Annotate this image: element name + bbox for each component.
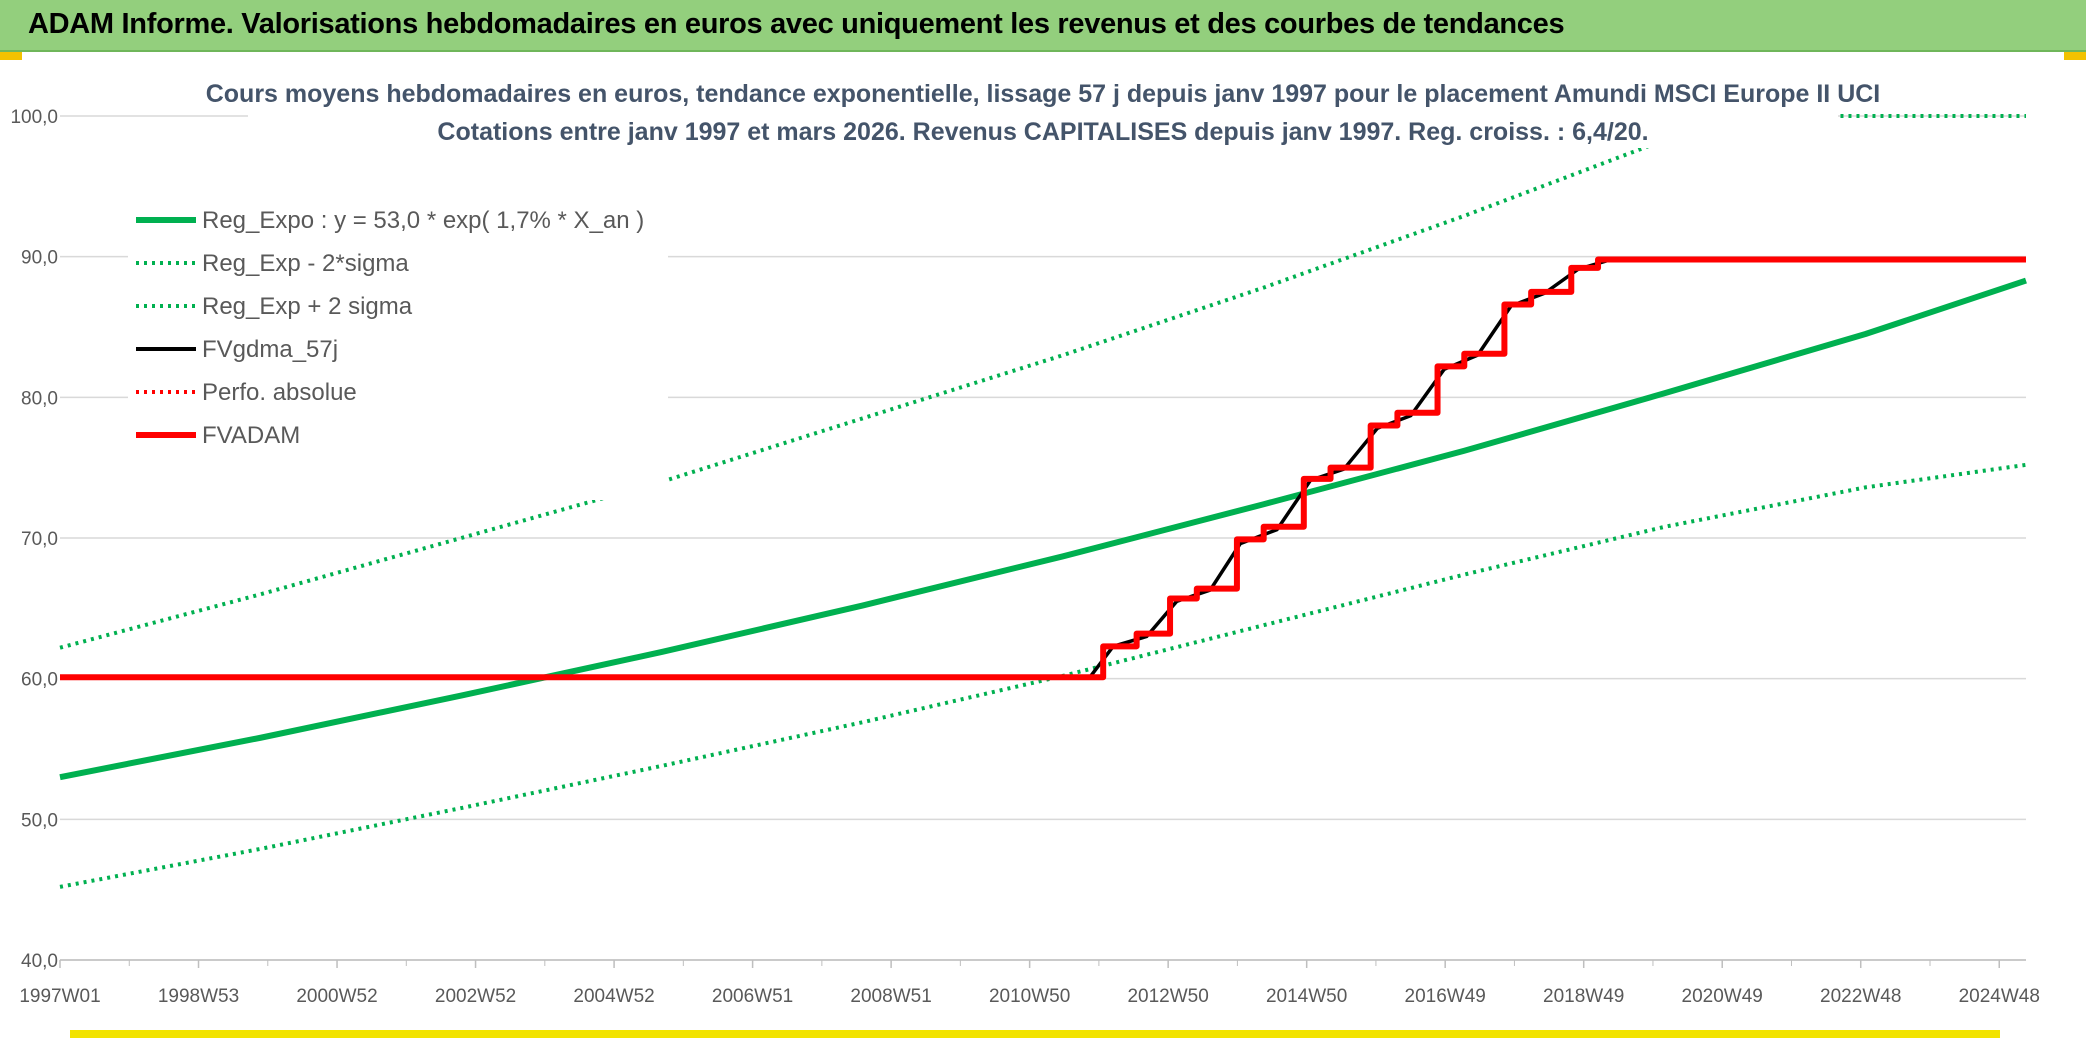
- title-banner: ADAM Informe. Valorisations hebdomadaire…: [0, 0, 2086, 52]
- x-tick-label: 2006W51: [712, 986, 793, 1007]
- legend-entry-label: Reg_Exp + 2 sigma: [202, 293, 413, 320]
- x-tick-label: 1998W53: [158, 986, 239, 1007]
- y-axis-labels: 40,0 50,0 60,0 70,0 80,0 90,0 100,0: [10, 107, 58, 972]
- x-tick-label: 2018W49: [1543, 986, 1624, 1007]
- bottom-strip: [70, 1030, 2000, 1038]
- x-tick-label: 1997W01: [19, 986, 100, 1007]
- x-tick-label: 2022W48: [1820, 986, 1901, 1007]
- legend-background: [128, 190, 668, 500]
- x-axis-labels: 1997W01 1998W53 2000W52 2002W52 2004W52 2006W…: [19, 986, 2040, 1007]
- chart-title-line: Cours moyens hebdomadaires en euros, ten…: [206, 80, 1881, 108]
- x-tick-label: 2008W51: [850, 986, 931, 1007]
- legend-entry-label: Reg_Expo : y = 53,0 * exp( 1,7% * X_an ): [202, 207, 644, 234]
- y-tick-label: 50,0: [21, 810, 58, 831]
- x-tick-label: 2000W52: [296, 986, 377, 1007]
- y-tick-label: 60,0: [21, 670, 58, 691]
- series-line-5: [60, 256, 2026, 681]
- title-background: [248, 74, 1838, 110]
- x-tick-label: 2020W49: [1682, 986, 1763, 1007]
- y-tick-label: 80,0: [21, 388, 58, 409]
- title-background: [248, 112, 1838, 148]
- x-tick-label: 2012W50: [1127, 986, 1208, 1007]
- legend: Reg_Expo : y = 53,0 * exp( 1,7% * X_an )…: [128, 190, 668, 500]
- y-tick-label: 40,0: [21, 951, 58, 972]
- series-line-2: [59, 114, 2026, 650]
- x-tick-label: 2016W49: [1405, 986, 1486, 1007]
- legend-entry-label: FVADAM: [202, 422, 300, 449]
- page-title: ADAM Informe. Valorisations hebdomadaire…: [28, 8, 1565, 40]
- series-lines: [59, 114, 2027, 889]
- legend-entry-label: Perfo. absolue: [202, 379, 357, 406]
- corner-marker-right: [2064, 52, 2086, 60]
- series-line-0: [59, 277, 2027, 781]
- chart-title-block: Cours moyens hebdomadaires en euros, ten…: [206, 74, 1881, 148]
- y-tick-label: 70,0: [21, 529, 58, 550]
- corner-marker-left: [0, 52, 22, 60]
- x-tick-label: 2010W50: [989, 986, 1070, 1007]
- chart-title-line: Cotations entre janv 1997 et mars 2026. …: [437, 118, 1648, 146]
- legend-entry-label: Reg_Exp - 2*sigma: [202, 250, 409, 277]
- x-tick-label: 2024W48: [1959, 986, 2040, 1007]
- y-tick-label: 100,0: [10, 107, 58, 128]
- x-tick-label: 2002W52: [435, 986, 516, 1007]
- legend-entry-label: FVgdma_57j: [202, 336, 338, 363]
- x-tick-label: 2004W52: [573, 986, 654, 1007]
- x-tick-label: 2014W50: [1266, 986, 1347, 1007]
- y-tick-label: 90,0: [21, 248, 58, 269]
